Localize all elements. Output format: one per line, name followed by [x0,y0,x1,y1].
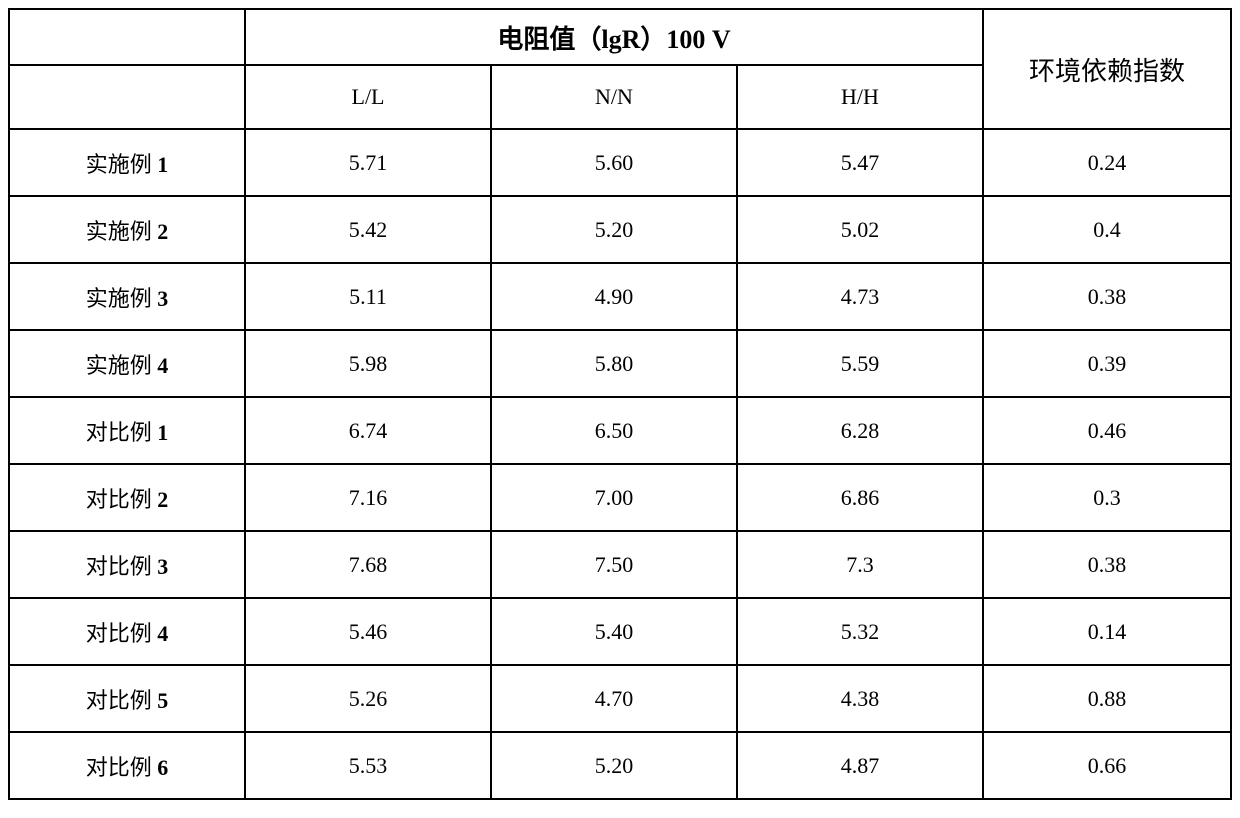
row-label-prefix: 实施例 [86,353,158,378]
row-label-prefix: 实施例 [86,286,158,311]
cell-ll: 7.16 [245,464,491,531]
row-label-num: 1 [157,420,168,445]
row-label-num: 2 [157,487,168,512]
row-label-prefix: 实施例 [86,152,158,177]
cell-ll: 5.71 [245,129,491,196]
row-label-cell: 实施例 2 [9,196,245,263]
row-label-cell: 实施例 4 [9,330,245,397]
cell-env: 0.39 [983,330,1231,397]
cell-env: 0.38 [983,263,1231,330]
cell-hh: 5.47 [737,129,983,196]
resistance-table: 电阻值（lgR）100 V 环境依赖指数 L/L N/N H/H 实施例 15.… [8,8,1232,800]
cell-nn: 5.60 [491,129,737,196]
header-sub-hh: H/H [737,65,983,129]
row-label-cell: 对比例 5 [9,665,245,732]
table-row: 对比例 16.746.506.280.46 [9,397,1231,464]
table-body: 实施例 15.715.605.470.24实施例 25.425.205.020.… [9,129,1231,799]
table-row: 对比例 27.167.006.860.3 [9,464,1231,531]
row-label-cell: 实施例 3 [9,263,245,330]
header-group-cell: 电阻值（lgR）100 V [245,9,983,65]
cell-nn: 5.80 [491,330,737,397]
row-label-prefix: 实施例 [86,219,158,244]
cell-hh: 5.59 [737,330,983,397]
cell-env: 0.4 [983,196,1231,263]
table-header: 电阻值（lgR）100 V 环境依赖指数 L/L N/N H/H [9,9,1231,129]
header-sub-ll: L/L [245,65,491,129]
row-label-prefix: 对比例 [86,554,158,579]
table-row: 实施例 35.114.904.730.38 [9,263,1231,330]
table-row: 实施例 15.715.605.470.24 [9,129,1231,196]
row-label-cell: 对比例 6 [9,732,245,799]
cell-ll: 5.46 [245,598,491,665]
header-row-1: 电阻值（lgR）100 V 环境依赖指数 [9,9,1231,65]
table-row: 实施例 45.985.805.590.39 [9,330,1231,397]
row-label-num: 4 [157,353,168,378]
cell-nn: 5.20 [491,732,737,799]
cell-ll: 7.68 [245,531,491,598]
cell-env: 0.46 [983,397,1231,464]
cell-hh: 6.28 [737,397,983,464]
row-label-num: 2 [157,219,168,244]
cell-ll: 5.11 [245,263,491,330]
cell-env: 0.88 [983,665,1231,732]
cell-nn: 4.90 [491,263,737,330]
cell-hh: 4.38 [737,665,983,732]
cell-nn: 7.50 [491,531,737,598]
row-label-num: 6 [157,755,168,780]
table-row: 对比例 45.465.405.320.14 [9,598,1231,665]
cell-nn: 7.00 [491,464,737,531]
row-label-prefix: 对比例 [86,688,158,713]
cell-ll: 6.74 [245,397,491,464]
cell-hh: 6.86 [737,464,983,531]
cell-hh: 5.02 [737,196,983,263]
header-sub-empty [9,65,245,129]
cell-ll: 5.98 [245,330,491,397]
row-label-cell: 对比例 4 [9,598,245,665]
table-row: 实施例 25.425.205.020.4 [9,196,1231,263]
row-label-num: 3 [157,554,168,579]
cell-env: 0.3 [983,464,1231,531]
header-env-cell: 环境依赖指数 [983,9,1231,129]
cell-nn: 4.70 [491,665,737,732]
cell-hh: 4.73 [737,263,983,330]
table-row: 对比例 65.535.204.870.66 [9,732,1231,799]
row-label-num: 5 [157,688,168,713]
header-sub-nn: N/N [491,65,737,129]
cell-hh: 7.3 [737,531,983,598]
cell-env: 0.66 [983,732,1231,799]
cell-hh: 4.87 [737,732,983,799]
row-label-prefix: 对比例 [86,621,158,646]
row-label-cell: 对比例 2 [9,464,245,531]
cell-ll: 5.53 [245,732,491,799]
cell-nn: 5.20 [491,196,737,263]
cell-nn: 6.50 [491,397,737,464]
cell-ll: 5.26 [245,665,491,732]
cell-env: 0.24 [983,129,1231,196]
row-label-prefix: 对比例 [86,755,158,780]
header-empty-cell [9,9,245,65]
row-label-cell: 对比例 3 [9,531,245,598]
cell-nn: 5.40 [491,598,737,665]
cell-env: 0.14 [983,598,1231,665]
row-label-num: 1 [157,152,168,177]
row-label-num: 4 [157,621,168,646]
cell-env: 0.38 [983,531,1231,598]
row-label-cell: 对比例 1 [9,397,245,464]
row-label-num: 3 [157,286,168,311]
row-label-cell: 实施例 1 [9,129,245,196]
cell-hh: 5.32 [737,598,983,665]
table-row: 对比例 37.687.507.30.38 [9,531,1231,598]
row-label-prefix: 对比例 [86,420,158,445]
row-label-prefix: 对比例 [86,487,158,512]
cell-ll: 5.42 [245,196,491,263]
table-row: 对比例 55.264.704.380.88 [9,665,1231,732]
